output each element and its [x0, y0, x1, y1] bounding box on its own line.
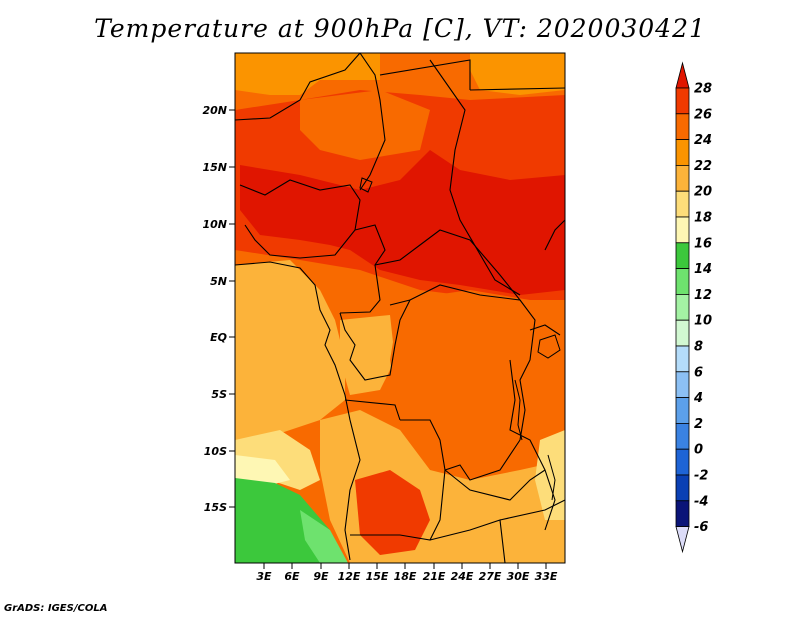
border-east-uganda — [529, 324, 561, 336]
lake-chad — [359, 177, 373, 193]
colorbar-bottom-arrow — [675, 526, 690, 554]
colorbar-label: 8 — [694, 340, 703, 355]
region-southeast-light — [535, 430, 565, 520]
colorbar-swatch — [675, 293, 690, 321]
lon-label: 21E — [423, 570, 446, 583]
colorbar-label: 10 — [694, 314, 712, 329]
lon-label: 27E — [479, 570, 502, 583]
colorbar-label: 2 — [694, 417, 703, 432]
colorbar-label: 12 — [694, 288, 712, 303]
border-mozambique — [499, 499, 565, 521]
lon-label: 6E — [284, 570, 300, 583]
lon-label: 30E — [507, 570, 530, 583]
border-drc-south — [400, 419, 521, 481]
latitude-axis: 20N 15N 10N 5N EQ 5S 10S 15S — [202, 104, 235, 514]
lon-label: 33E — [535, 570, 558, 583]
colorbar-label: 14 — [694, 262, 712, 277]
border-ethiopia — [544, 219, 565, 251]
lake-malawi — [547, 454, 556, 501]
colorbar-swatch — [675, 422, 690, 450]
region-angola-hot — [355, 470, 430, 555]
border-gabon-congo — [339, 299, 411, 381]
colorbar-label: -6 — [694, 520, 708, 535]
colorbar-label: 20 — [694, 185, 712, 200]
lat-label: EQ — [210, 331, 227, 344]
colorbar-label: 28 — [694, 82, 712, 97]
temperature-field — [235, 53, 565, 563]
colorbar-swatch — [675, 474, 690, 502]
map-frame — [234, 52, 566, 564]
lon-label: 18E — [394, 570, 417, 583]
colorbar-label: 0 — [694, 443, 703, 458]
border-libya — [379, 59, 471, 90]
border-coastline — [235, 261, 351, 421]
border-south — [429, 519, 506, 563]
region-west-mild — [235, 260, 345, 445]
lake-victoria — [537, 334, 561, 359]
colorbar-swatch — [675, 268, 690, 295]
colorbar-swatch — [675, 500, 690, 527]
country-borders — [235, 53, 565, 563]
border-nigeria — [239, 179, 361, 259]
colorbar-label: 18 — [694, 211, 712, 226]
colorbar-swatch — [675, 345, 690, 373]
colorbar-swatch — [675, 397, 690, 424]
colorbar-swatch — [675, 190, 690, 218]
colorbar-swatch — [675, 87, 690, 115]
lakes — [359, 177, 561, 501]
colorbar-label: -4 — [694, 494, 708, 509]
border-car — [374, 229, 522, 306]
colorbar-swatch — [675, 139, 690, 166]
longitude-axis: 3E 6E 9E 12E 15E 18E 21E 24E 27E 30E 33E — [256, 563, 558, 583]
colorbar-swatch — [675, 216, 690, 244]
region-namibia-lightgreen — [300, 510, 348, 563]
colorbar-swatch — [675, 113, 690, 141]
lon-label: 24E — [451, 570, 474, 583]
region-north-mild — [235, 53, 380, 95]
colorbar-label: 4 — [693, 391, 703, 406]
lat-label: 15S — [204, 501, 227, 514]
lat-label: 10S — [204, 445, 227, 458]
lat-label: 5S — [211, 388, 227, 401]
lat-label: 20N — [202, 104, 227, 117]
border-drc-east — [519, 299, 536, 441]
lat-label: 5N — [210, 275, 227, 288]
border-zambia — [444, 469, 546, 501]
colorbar-swatch — [675, 319, 690, 347]
colorbar-top-arrow — [675, 61, 690, 89]
lat-label: 15N — [202, 161, 227, 174]
border-east-lakes — [509, 359, 556, 531]
colorbar-swatch — [675, 448, 690, 476]
lon-label: 12E — [338, 570, 361, 583]
border-sudan-north — [469, 87, 565, 91]
colorbar-label: -2 — [694, 469, 708, 484]
lon-label: 15E — [366, 570, 389, 583]
lat-label: 10N — [202, 218, 227, 231]
chart-title: Temperature at 900hPa [C], VT: 202003042… — [94, 14, 706, 43]
colorbar-label: 22 — [694, 159, 712, 174]
border-west-africa — [235, 53, 361, 121]
colorbar-label: 6 — [694, 365, 703, 380]
grads-credit: GrADS: IGES/COLA — [4, 603, 108, 614]
colorbar-swatch — [675, 164, 690, 192]
lon-label: 3E — [256, 570, 272, 583]
region-congo — [390, 290, 545, 460]
colorbar-label: 16 — [694, 236, 712, 251]
lon-label: 9E — [313, 570, 329, 583]
lake-tanganyika — [514, 379, 523, 441]
region-northeast-mild — [470, 53, 565, 95]
colorbar-label: 24 — [694, 133, 712, 148]
region-hot-core — [240, 150, 565, 295]
colorbar-label: 26 — [694, 107, 712, 122]
border-chad-sudan — [429, 59, 521, 296]
region-southwest-lighter — [235, 455, 290, 485]
colorbar-swatch — [675, 242, 690, 270]
border-niger-chad — [359, 53, 386, 191]
region-gabon-mild — [340, 315, 395, 395]
colorbar-swatch — [675, 371, 690, 398]
border-angola — [344, 399, 401, 561]
region-north-center — [300, 90, 430, 160]
